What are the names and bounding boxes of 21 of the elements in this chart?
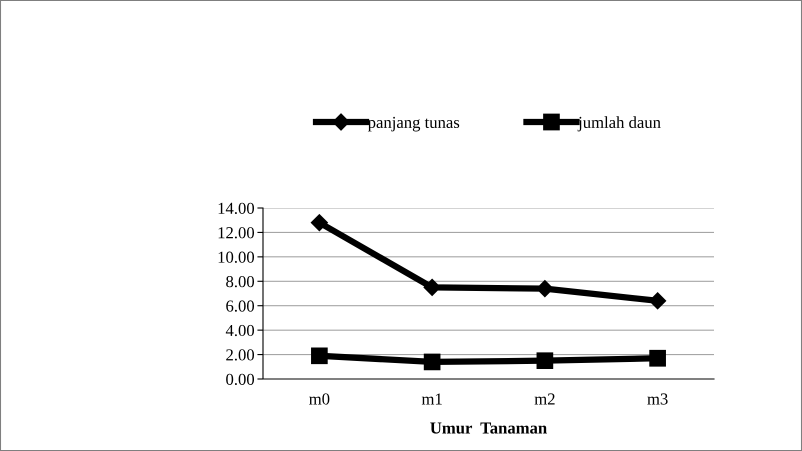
y-tick-label: 4.00 <box>226 324 254 336</box>
y-tick-label: 0.00 <box>226 374 254 386</box>
x-tick-label: m1 <box>422 393 442 404</box>
x-tick-label: m3 <box>647 393 668 405</box>
point <box>649 350 666 367</box>
legend-label: jumlah daun <box>578 116 661 132</box>
y-tick-label: 2.00 <box>226 349 254 361</box>
x-tick-label: m2 <box>534 393 555 404</box>
y-tick-label: 12.00 <box>218 227 254 238</box>
point <box>311 347 328 364</box>
y-tick-label: 10.00 <box>218 252 254 263</box>
y-tick-label: 14.00 <box>218 202 254 214</box>
y-tick-label: 8.00 <box>226 276 254 288</box>
x-axis-title: Umur Tanaman <box>430 422 547 434</box>
point <box>424 354 440 370</box>
point <box>536 352 554 370</box>
y-tick-label: 6.00 <box>226 300 254 312</box>
x-tick-label: m0 <box>309 393 330 405</box>
point <box>649 292 666 310</box>
point <box>310 214 328 232</box>
legend-label: panjang tunas <box>368 116 460 132</box>
